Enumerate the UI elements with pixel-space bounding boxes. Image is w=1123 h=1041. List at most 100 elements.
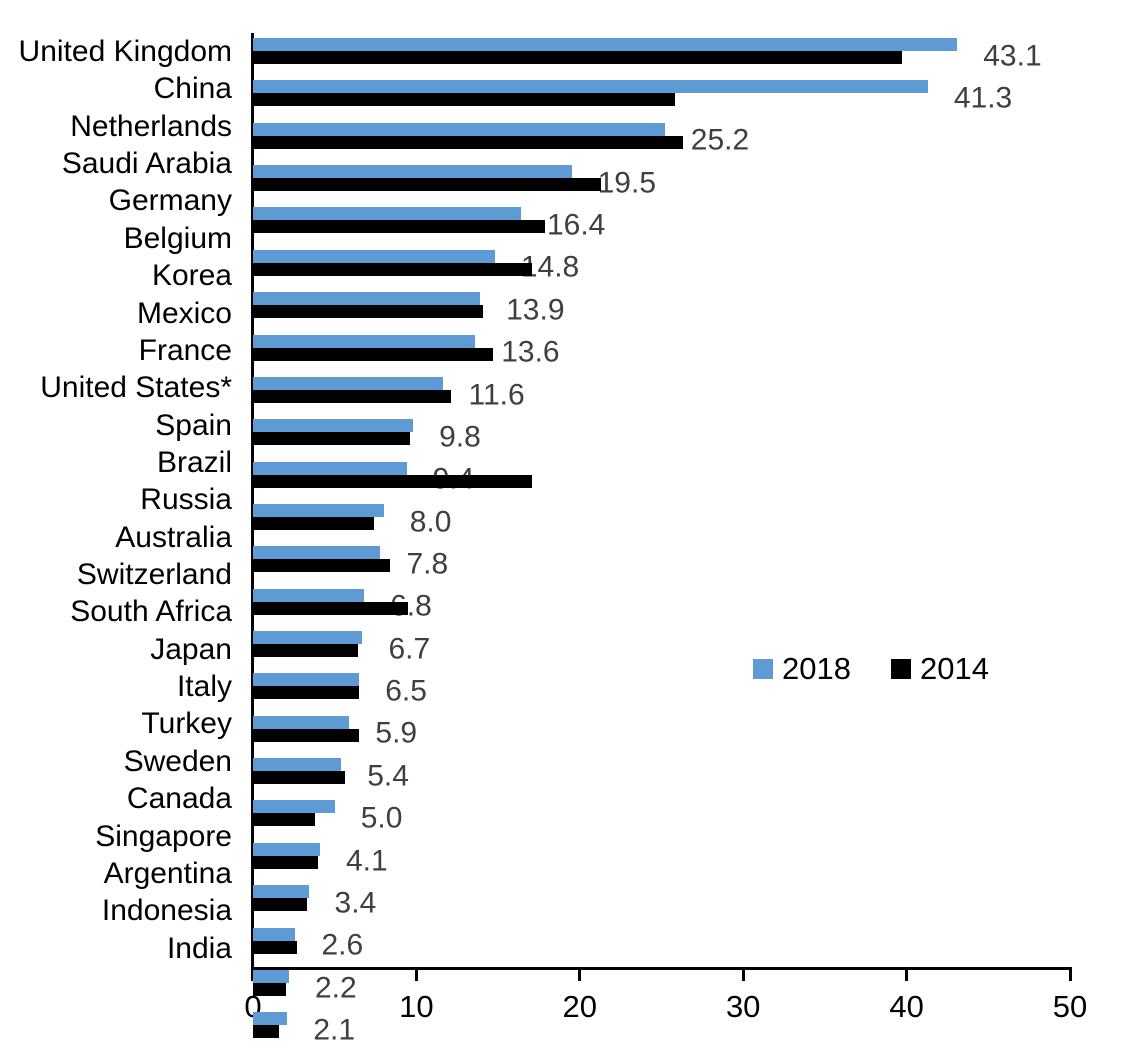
- bar-group-indonesia: 2.1: [253, 1012, 1070, 1041]
- category-axis: United Kingdom China Netherlands Saudi Arab…: [0, 33, 232, 967]
- bar-2018-south-africa: [253, 673, 360, 687]
- bar-2018-spain: [253, 461, 407, 475]
- bar-group-argentina: 2.2: [253, 969, 1070, 1007]
- bar-group-china: 41.3: [253, 80, 1070, 117]
- bar-2018-china: [253, 80, 928, 94]
- bar-2014-spain: [253, 474, 533, 488]
- legend: 2018 2014: [753, 653, 989, 684]
- bar-group-south-africa: 6.5: [253, 673, 1070, 710]
- bar-group-france: 11.6: [253, 376, 1070, 414]
- category-label-canada: Canada: [126, 782, 232, 816]
- bar-group-sweden: 4.1: [253, 842, 1070, 880]
- bar-2014-korea: [253, 305, 484, 319]
- bar-group-turkey: 5.0: [253, 800, 1070, 837]
- bar-2018-turkey: [253, 800, 335, 814]
- category-label-saudi-arabia: Saudi Arabia: [61, 147, 232, 181]
- bar-group-united-kingdom: 43.1: [253, 38, 1070, 75]
- bar-group-mexico: 13.6: [253, 334, 1070, 372]
- bar-group-spain: 9.4: [253, 461, 1070, 499]
- legend-item-2014: 2014: [890, 653, 989, 684]
- category-label-australia: Australia: [115, 520, 232, 554]
- data-label-korea: 13.9: [506, 293, 565, 327]
- bar-2014-argentina: [253, 982, 286, 996]
- bar-2018-netherlands: [253, 122, 665, 136]
- category-label-argentina: Argentina: [103, 856, 232, 890]
- data-label-turkey: 5.0: [360, 801, 403, 835]
- data-label-south-africa: 6.5: [385, 674, 427, 708]
- bar-2014-south-africa: [253, 686, 360, 700]
- bar-2014-china: [253, 93, 675, 107]
- x-tick-mark-40: [905, 967, 909, 981]
- y-axis-line: [251, 33, 254, 981]
- bar-2018-singapore: [253, 927, 296, 941]
- category-label-korea: Korea: [151, 259, 232, 293]
- category-label-netherlands: Netherlands: [70, 109, 232, 143]
- bar-2014-italy: [253, 771, 345, 785]
- x-tick-label-10: 10: [399, 989, 434, 1024]
- bar-2018-germany: [253, 207, 521, 221]
- category-label-russia: Russia: [140, 483, 232, 517]
- data-label-netherlands: 25.2: [690, 123, 750, 157]
- bar-2014-mexico: [253, 347, 494, 361]
- plot-area: 43.1 41.3 25.2 19.5 16.4 14.8 13.9 13.6 11.6 9.8 9…: [251, 33, 1071, 1041]
- data-label-argentina: 2.2: [314, 970, 357, 1004]
- data-label-italy: 5.4: [367, 759, 409, 793]
- bar-2014-japan: [253, 728, 360, 742]
- category-label-brazil: Brazil: [156, 445, 232, 479]
- category-label-singapore: Singapore: [95, 819, 232, 853]
- category-label-turkey: Turkey: [141, 707, 232, 741]
- bar-2014-russia: [253, 559, 391, 573]
- bar-2018-australia: [253, 588, 365, 602]
- data-label-singapore: 2.6: [321, 928, 364, 962]
- category-label-united-states: United States*: [40, 371, 232, 405]
- bar-2014-germany: [253, 220, 546, 234]
- category-label-switzerland: Switzerland: [76, 558, 232, 592]
- data-label-brazil: 8.0: [409, 504, 452, 538]
- bar-group-germany: 16.4: [253, 207, 1070, 244]
- x-tick-label-50: 50: [1052, 989, 1088, 1024]
- category-label-japan: Japan: [150, 632, 232, 666]
- bar-group-netherlands: 25.2: [253, 122, 1070, 160]
- bar-2018-sweden: [253, 842, 320, 856]
- bar-group-russia: 7.8: [253, 546, 1070, 583]
- bar-group-canada: 3.4: [253, 885, 1070, 922]
- data-label-china: 41.3: [953, 81, 1013, 115]
- bar-group-japan: 5.9: [253, 715, 1070, 753]
- bar-group-switzerland: 6.7: [253, 631, 1070, 668]
- bar-2014-singapore: [253, 940, 298, 954]
- data-label-japan: 5.9: [375, 716, 418, 750]
- data-label-germany: 16.4: [546, 208, 606, 242]
- x-tick-mark-30: [741, 967, 745, 981]
- category-label-germany: Germany: [108, 184, 232, 218]
- bar-2014-brazil: [253, 516, 374, 530]
- legend-item-2018: 2018: [753, 653, 851, 684]
- data-label-mexico: 13.6: [501, 335, 560, 369]
- bar-2018-canada: [253, 885, 309, 899]
- bar-group-australia: 6.8: [253, 588, 1070, 626]
- data-label-united-states: 9.8: [439, 420, 481, 454]
- category-label-india: India: [166, 931, 232, 965]
- x-axis: 0 10 20 30 40 50: [244, 967, 1087, 1041]
- bar-2014-canada: [253, 898, 307, 912]
- category-label-indonesia: Indonesia: [101, 894, 232, 928]
- bar-group-korea: 13.9: [253, 292, 1070, 329]
- bar-2014-sweden: [253, 855, 319, 869]
- bar-2018-mexico: [253, 334, 476, 348]
- data-label-switzerland: 6.7: [388, 632, 431, 666]
- bar-2014-united-kingdom: [253, 51, 902, 64]
- bar-2018-france: [253, 376, 443, 390]
- data-label-indonesia: 2.1: [313, 1013, 356, 1041]
- data-label-canada: 3.4: [334, 886, 377, 920]
- bar-2018-belgium: [253, 249, 495, 263]
- data-label-saudi-arabia: 19.5: [597, 166, 657, 200]
- x-tick-label-40: 40: [889, 989, 924, 1024]
- legend-label-2018: 2018: [782, 651, 851, 686]
- category-label-italy: Italy: [176, 670, 232, 704]
- legend-swatch-2018-icon: [753, 658, 773, 679]
- bar-group-belgium: 14.8: [253, 249, 1070, 287]
- data-label-sweden: 4.1: [345, 843, 388, 877]
- category-label-china: China: [153, 72, 232, 106]
- bar-2014-belgium: [253, 262, 533, 276]
- bar-2014-switzerland: [253, 644, 358, 658]
